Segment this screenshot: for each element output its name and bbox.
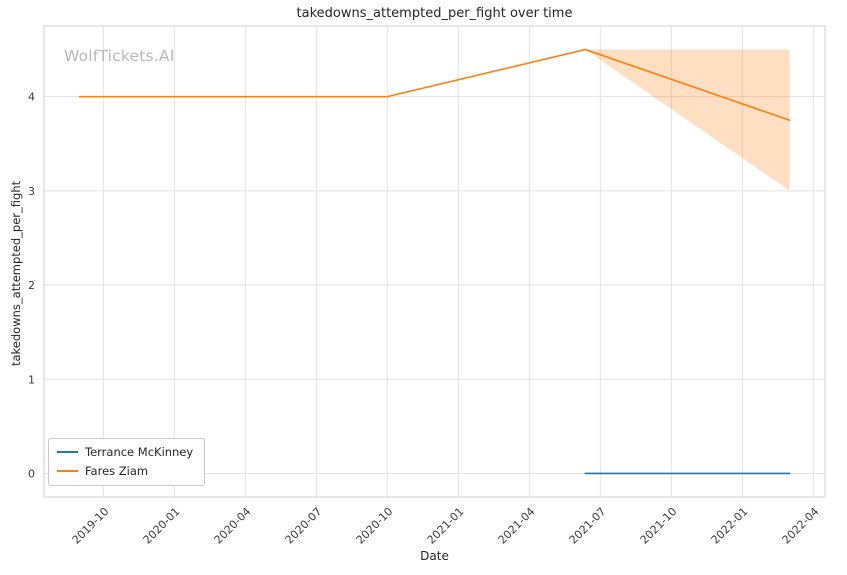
x-tick-label: 2022-04: [780, 505, 822, 547]
legend-label: Terrance McKinney: [85, 445, 194, 459]
y-tick-label: 4: [28, 91, 35, 104]
x-tick-label: 2021-07: [567, 505, 609, 547]
chart-title: takedowns_attempted_per_fight over time: [296, 6, 573, 21]
x-tick-label: 2020-04: [212, 505, 254, 547]
legend-line-swatch-blue: [57, 451, 78, 453]
x-tick-label: 2020-07: [283, 505, 325, 547]
plot-border: [43, 25, 826, 498]
series-line-fares-ziam: [78, 48, 791, 121]
legend-item-fares-ziam: Fares Ziam: [57, 464, 193, 478]
confidence-band-fares-ziam: [585, 49, 790, 191]
watermark: WolfTickets.AI: [64, 47, 175, 65]
y-tick-label: 2: [28, 279, 35, 292]
x-tick-label: 2022-01: [709, 505, 751, 547]
x-tick-label: 2021-04: [496, 505, 538, 547]
x-tick-label: 2019-10: [70, 505, 112, 547]
x-tick-label: 2021-10: [638, 505, 680, 547]
x-tick-label: 2020-10: [354, 505, 396, 547]
legend-label: Fares Ziam: [85, 464, 149, 478]
y-tick-label: 1: [28, 373, 35, 386]
legend-item-terrance-mckinney: Terrance McKinney: [57, 445, 193, 459]
y-tick-label: 0: [28, 467, 35, 480]
x-tick-label: 2020-01: [141, 505, 183, 547]
y-axis-label: takedowns_attempted_per_fight: [9, 180, 23, 366]
x-axis-label: Date: [420, 549, 449, 563]
legend-line-swatch-orange: [57, 470, 78, 472]
x-tick-label: 2021-01: [425, 505, 467, 547]
legend: Terrance McKinney Fares Ziam: [48, 438, 206, 486]
y-tick-label: 3: [28, 185, 35, 198]
